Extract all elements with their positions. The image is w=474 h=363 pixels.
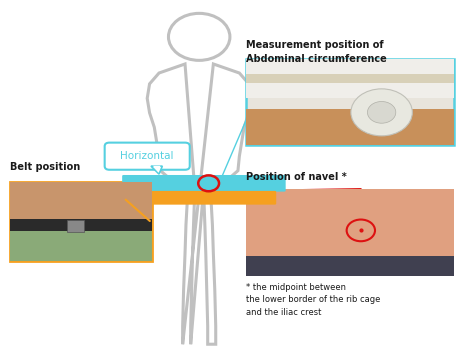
FancyBboxPatch shape xyxy=(246,58,455,145)
Circle shape xyxy=(367,102,396,123)
Text: Position of navel *: Position of navel * xyxy=(246,171,347,182)
Polygon shape xyxy=(151,166,162,174)
FancyBboxPatch shape xyxy=(10,231,152,261)
Text: * the midpoint between
the lower border of the rib cage
and the iliac crest: * the midpoint between the lower border … xyxy=(246,283,381,317)
Polygon shape xyxy=(153,166,160,173)
Circle shape xyxy=(351,89,412,136)
FancyBboxPatch shape xyxy=(246,74,455,83)
FancyBboxPatch shape xyxy=(10,182,152,261)
FancyBboxPatch shape xyxy=(10,182,152,225)
FancyBboxPatch shape xyxy=(105,143,190,170)
FancyBboxPatch shape xyxy=(246,58,455,98)
FancyBboxPatch shape xyxy=(246,109,455,145)
FancyBboxPatch shape xyxy=(10,219,152,233)
FancyBboxPatch shape xyxy=(246,256,455,276)
FancyBboxPatch shape xyxy=(122,175,286,192)
Text: Belt position: Belt position xyxy=(10,163,81,172)
Text: Measurement position of
Abdominal circumference: Measurement position of Abdominal circum… xyxy=(246,40,387,64)
FancyBboxPatch shape xyxy=(122,191,276,205)
FancyBboxPatch shape xyxy=(246,189,455,276)
FancyBboxPatch shape xyxy=(67,220,84,232)
Text: Horizontal: Horizontal xyxy=(120,151,174,161)
